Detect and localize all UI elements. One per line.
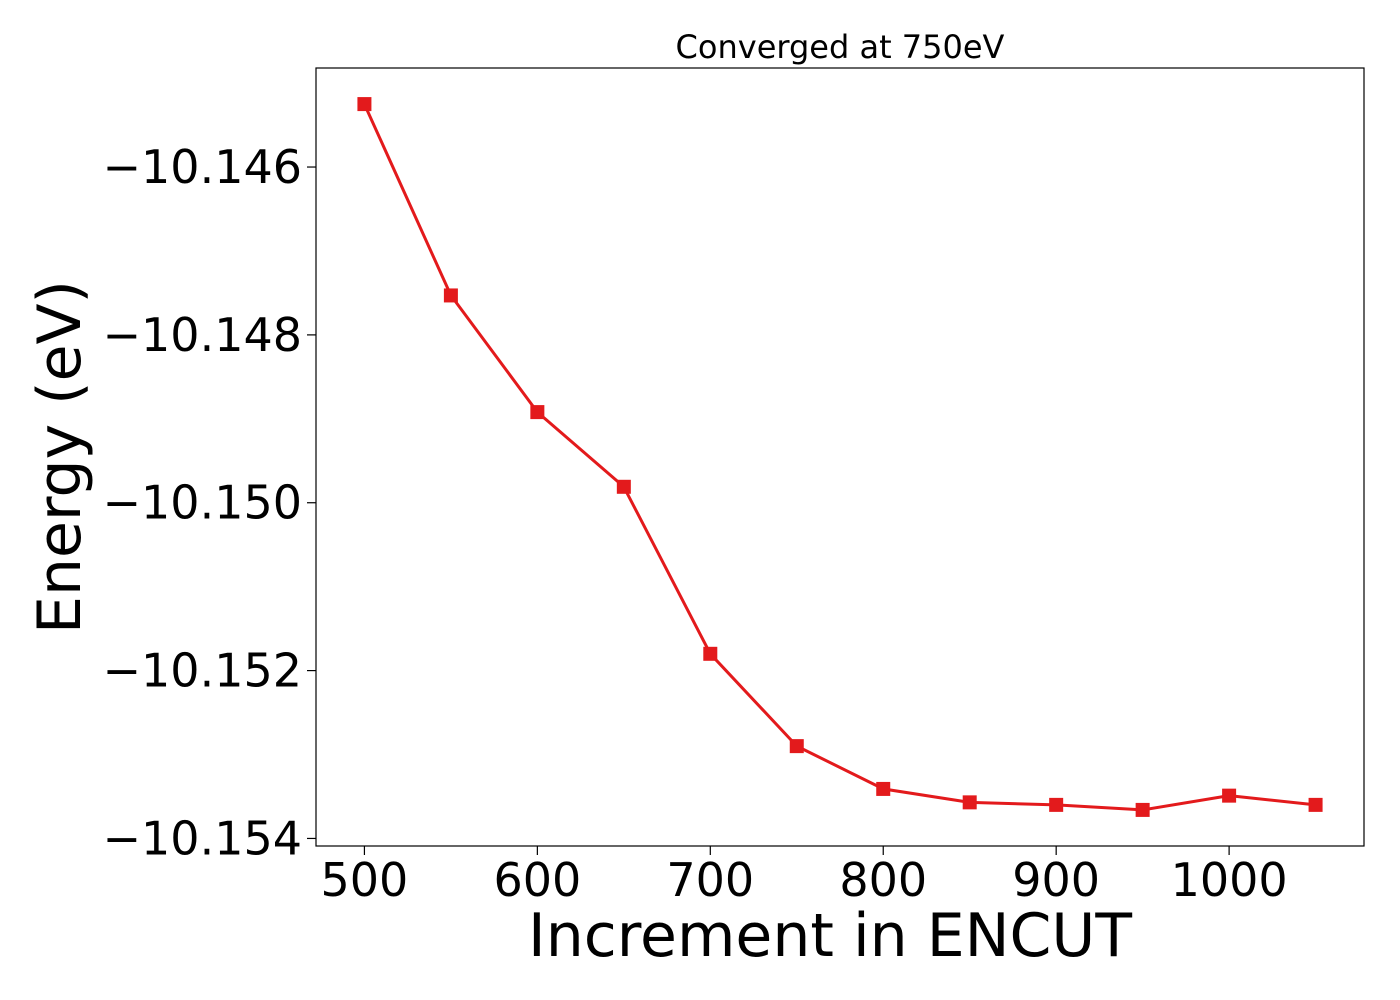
x-tick-label: 700 bbox=[666, 853, 754, 907]
x-tick-label: 1000 bbox=[1171, 853, 1288, 907]
data-point-marker bbox=[876, 781, 891, 796]
x-axis-label: Increment in ENCUT bbox=[528, 901, 1132, 971]
data-point-marker bbox=[616, 479, 631, 494]
data-point-marker bbox=[1308, 797, 1323, 812]
series-line bbox=[363, 103, 1316, 812]
data-point-marker bbox=[443, 288, 458, 303]
x-tick-label: 500 bbox=[321, 853, 409, 907]
data-point-marker bbox=[1049, 797, 1064, 812]
y-tick-label: −10.146 bbox=[103, 140, 303, 194]
plot-area-frame bbox=[315, 67, 1365, 847]
chart-title: Converged at 750eV bbox=[676, 28, 1005, 66]
y-axis-label: Energy (eV) bbox=[25, 280, 95, 634]
data-point-marker bbox=[357, 97, 372, 112]
y-tick-label: −10.150 bbox=[103, 476, 303, 530]
y-tick-label: −10.152 bbox=[103, 644, 303, 698]
y-tick-label: −10.148 bbox=[103, 308, 303, 362]
x-tick-label: 900 bbox=[1012, 853, 1100, 907]
x-axis-ticks: 500 600 700 800 900 1000 bbox=[321, 846, 1288, 907]
data-point-marker bbox=[1222, 788, 1237, 803]
x-tick-label: 600 bbox=[493, 853, 581, 907]
data-point-marker bbox=[703, 646, 718, 661]
data-point-marker bbox=[962, 795, 977, 810]
data-point-marker bbox=[530, 405, 545, 420]
x-tick-label: 800 bbox=[839, 853, 927, 907]
series-layer bbox=[357, 97, 1323, 817]
data-point-marker bbox=[1135, 802, 1150, 817]
data-point-marker bbox=[789, 739, 804, 754]
y-tick-label: −10.154 bbox=[103, 811, 303, 865]
y-axis-ticks: −10.146 −10.148 −10.150 −10.152 −10.154 bbox=[103, 140, 316, 865]
